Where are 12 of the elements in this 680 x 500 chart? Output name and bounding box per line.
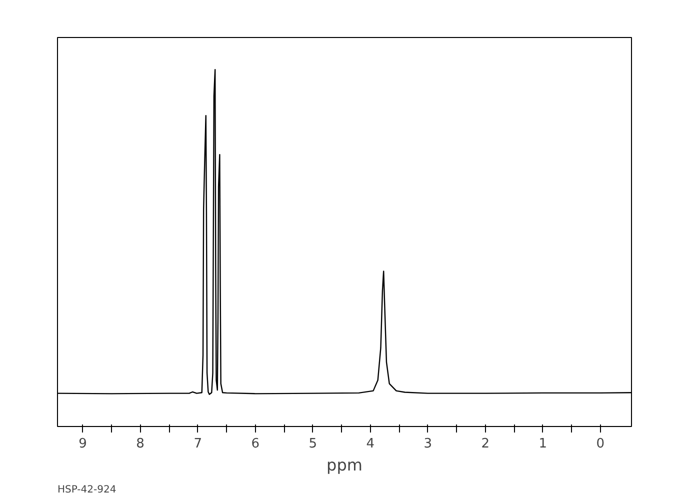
x-axis-title: ppm bbox=[326, 456, 362, 474]
x-tick-label: 9 bbox=[78, 436, 87, 452]
x-tick-label: 2 bbox=[481, 436, 490, 452]
x-tick-label: 0 bbox=[596, 436, 605, 452]
x-tick-label: 3 bbox=[424, 436, 432, 452]
x-tick-label: 4 bbox=[366, 436, 375, 452]
x-tick-label: 8 bbox=[136, 436, 144, 452]
x-tick-label: 1 bbox=[538, 436, 548, 452]
x-tick-label: 5 bbox=[308, 436, 318, 452]
text: HSP-42-924 bbox=[58, 484, 116, 496]
x-tick-label: 6 bbox=[251, 436, 260, 452]
x-tick-label: 7 bbox=[194, 436, 202, 452]
